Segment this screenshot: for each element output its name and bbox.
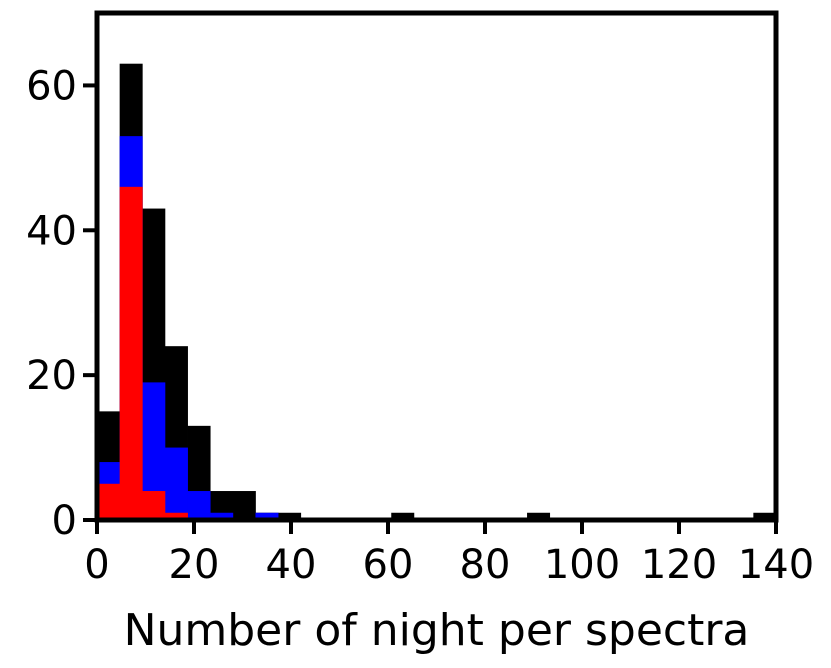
histogram-bars [97,64,776,520]
x-tick-label: 0 [84,542,109,588]
bar-series-1-bin-4 [188,491,211,520]
x-tick-label: 40 [266,542,317,588]
bar-series-0-bin-6 [233,491,256,520]
bar-series-1-bin-3 [165,448,188,520]
x-axis-label: Number of night per spectra [124,605,750,656]
x-tick-label: 80 [460,542,511,588]
bar-series-2-bin-2 [142,491,165,520]
y-tick-label: 60 [26,63,77,109]
y-tick-label: 40 [26,208,77,254]
bar-series-2-bin-1 [120,187,143,520]
bar-series-2-bin-0 [97,484,120,520]
y-tick-label: 20 [26,353,77,399]
x-tick-label: 100 [544,542,620,588]
y-tick-label: 0 [52,498,77,544]
x-tick-label: 140 [738,542,814,588]
x-tick-label: 60 [363,542,414,588]
x-tick-label: 20 [169,542,220,588]
x-axis-ticks: 0 20 40 60 80 100 120 140 [84,520,814,588]
y-axis-ticks: 0 20 40 60 [26,63,97,544]
x-tick-label: 120 [641,542,717,588]
